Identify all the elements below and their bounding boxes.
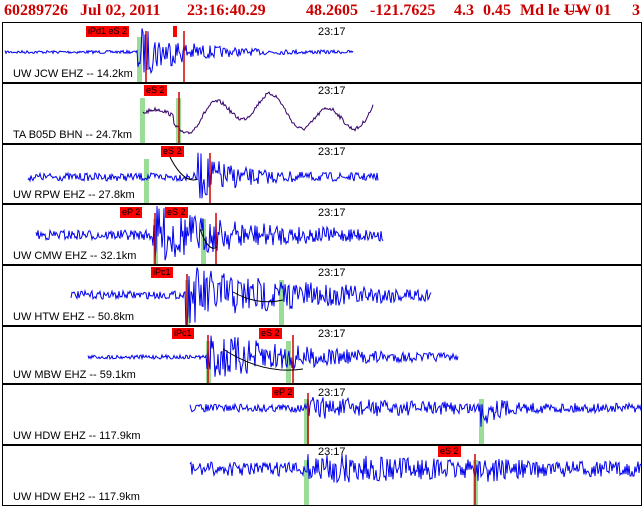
trace-panel[interactable]: iPc1 eS 2 23:17 UW MBW EHZ -- 59.1km: [2, 326, 642, 384]
station-label: TA B05D BHN -- 24.7km: [13, 129, 132, 141]
station-label: UW RPW EHZ -- 27.8km: [13, 189, 135, 201]
waveform-plot: [4, 28, 354, 82]
arrival-curve: [232, 291, 284, 303]
station-label: UW HDW EH2 -- 117.9km: [13, 491, 140, 503]
pick-label[interactable]: iPc1: [172, 328, 194, 339]
waveform-plot: [140, 91, 374, 143]
window-marker: [140, 98, 145, 143]
pick-label[interactable]: eP 2: [272, 387, 295, 398]
seismic-trace: [4, 28, 354, 75]
event-id: 60289726: [4, 2, 68, 19]
pick-label[interactable]: eS 2: [438, 446, 461, 457]
waveform-plot: [27, 152, 379, 203]
window-marker: [304, 460, 309, 505]
event-header: 60289726 Jul 02, 2011 23:16:40.29 48.260…: [0, 0, 644, 22]
trace-panel[interactable]: eS 2 23:17 UW RPW EHZ -- 27.8km: [2, 144, 642, 204]
pick-label[interactable]: eP 2: [120, 207, 143, 218]
time-mark: 23:17: [318, 267, 346, 279]
station-label: UW HDW EHZ -- 117.9km: [13, 430, 141, 442]
window-marker: [286, 341, 291, 383]
event-network: UW 01: [564, 2, 612, 19]
seismic-trace: [87, 335, 459, 377]
station-label: UW CMW EHZ -- 32.1km: [13, 250, 137, 262]
waveform-plot: [35, 205, 384, 264]
window-marker: [304, 399, 309, 444]
trace-panel[interactable]: eP 2 eS 2 23:17 UW CMW EHZ -- 32.1km: [2, 204, 642, 265]
seismic-trace: [189, 396, 641, 427]
pick-label[interactable]: iPc1: [151, 267, 173, 278]
waveform-plot: [70, 267, 432, 325]
time-mark: 23:17: [318, 146, 346, 158]
waveform-plot: [189, 454, 641, 505]
pick-label[interactable]: eS 2: [144, 85, 167, 96]
waveform-plot: [87, 335, 459, 383]
event-magnitude: 0.45: [483, 2, 511, 19]
seismic-trace: [189, 454, 641, 484]
event-lon: -121.7625: [370, 2, 436, 19]
event-date: Jul 02, 2011: [80, 2, 161, 19]
time-mark: 23:17: [318, 26, 346, 38]
seismogram-panels: iPd1 eS 2 23:17 UW JCW EHZ -- 14.2km eS …: [0, 22, 644, 506]
trace-panel[interactable]: iPd1 eS 2 23:17 UW JCW EHZ -- 14.2km: [2, 22, 642, 83]
trace-panel[interactable]: iPc1 23:17 UW HTW EHZ -- 50.8km: [2, 265, 642, 326]
event-lat: 48.2605: [306, 2, 358, 19]
pick-label[interactable]: eS 2: [165, 207, 188, 218]
pick-label[interactable]: eS 2: [259, 328, 282, 339]
time-mark: 23:17: [318, 328, 346, 340]
event-time: 23:16:40.29: [187, 2, 266, 19]
pick-label[interactable]: [173, 26, 177, 37]
time-mark: 23:17: [318, 85, 346, 97]
arrival-curve: [222, 348, 304, 371]
trace-panel[interactable]: eS 2 23:17 UW HDW EH2 -- 117.9km: [2, 445, 642, 506]
window-marker: [279, 280, 284, 325]
trace-panel[interactable]: eS 2 23:17 TA B05D BHN -- 24.7km: [2, 83, 642, 144]
event-depth: 4.3: [454, 2, 474, 19]
window-marker: [137, 37, 142, 82]
station-label: UW MBW EHZ -- 59.1km: [13, 369, 136, 381]
station-label: UW JCW EHZ -- 14.2km: [13, 68, 133, 80]
time-mark: 23:17: [318, 387, 346, 399]
time-mark: 23:17: [318, 207, 346, 219]
seismic-trace: [142, 91, 374, 135]
seismic-trace: [35, 205, 384, 261]
pick-label[interactable]: eS 2: [161, 146, 184, 157]
seismic-trace: [70, 267, 432, 325]
window-marker: [144, 159, 149, 203]
trace-panel[interactable]: eP 2 23:17 UW HDW EHZ -- 117.9km: [2, 384, 642, 445]
seismic-trace: [27, 152, 379, 199]
arrival-curve: [199, 228, 218, 249]
page-number: 3: [632, 2, 640, 19]
arrival-curve: [167, 152, 199, 181]
event-mag-type: Md le ---: [520, 2, 580, 19]
pick-label[interactable]: iPd1 eS 2: [86, 26, 130, 37]
waveform-plot: [189, 393, 641, 444]
station-label: UW HTW EHZ -- 50.8km: [13, 311, 134, 323]
time-mark: 23:17: [318, 446, 346, 458]
